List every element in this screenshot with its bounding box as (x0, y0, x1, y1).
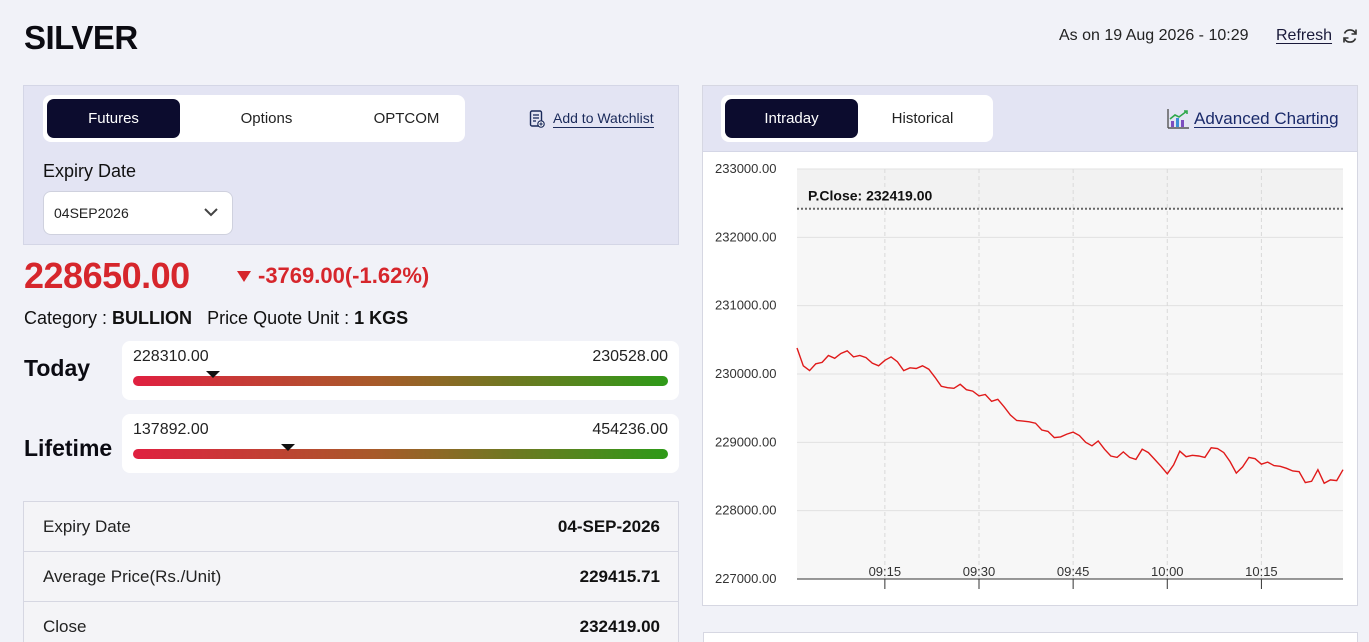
advanced-charting-link[interactable]: Advanced Charting (1166, 108, 1339, 130)
tab-intraday[interactable]: Intraday (725, 99, 858, 138)
y-tick-label: 227000.00 (715, 571, 776, 586)
down-arrow-icon (237, 270, 251, 282)
watchlist-icon (529, 110, 545, 128)
table-row: Close 232419.00 (24, 602, 678, 642)
page-title: SILVER (24, 19, 138, 56)
below-close-area (797, 208, 1343, 579)
y-tick-label: 229000.00 (715, 434, 776, 449)
detail-key: Average Price(Rs./Unit) (43, 567, 222, 586)
x-tick-label: 09:30 (963, 564, 996, 579)
tab-historical[interactable]: Historical (891, 110, 954, 127)
y-tick-label: 231000.00 (715, 298, 776, 313)
tab-optcom[interactable]: OPTCOM (373, 110, 440, 127)
chevron-down-icon (204, 208, 218, 217)
price-change-value: -3769.00(-1.62%) (258, 263, 430, 288)
lifetime-range: 137892.00 454236.00 (122, 414, 679, 473)
expiry-date-label: Expiry Date (43, 161, 137, 181)
watchlist-label: Add to Watchlist (553, 110, 654, 128)
expiry-date-value: 04SEP2026 (54, 205, 129, 221)
lifetime-range-bar (133, 449, 668, 459)
lifetime-range-marker (281, 444, 296, 451)
chart-tabs: Intraday Historical (721, 95, 993, 142)
add-to-watchlist-button[interactable]: Add to Watchlist (529, 110, 654, 128)
today-low: 228310.00 (133, 348, 209, 365)
detail-key: Close (43, 617, 87, 636)
chart-icon (1167, 109, 1189, 129)
detail-value: 229415.71 (579, 567, 660, 586)
chart-panel-header: Intraday Historical Advanced Charting (703, 86, 1357, 152)
category-label: Category : (24, 308, 113, 328)
expiry-date-select[interactable]: 04SEP2026 (43, 191, 233, 235)
y-tick-label: 230000.00 (715, 366, 776, 381)
y-tick-label: 228000.00 (715, 503, 776, 518)
refresh-button[interactable]: Refresh (1276, 27, 1333, 44)
unit-value: 1 KGS (354, 308, 409, 328)
y-tick-label: 233000.00 (715, 161, 776, 176)
table-row: Average Price(Rs./Unit) 229415.71 (24, 552, 678, 602)
lifetime-high: 454236.00 (592, 421, 668, 438)
x-tick-label: 09:15 (869, 564, 902, 579)
contract-panel: Futures Options OPTCOM Add to Watchlist … (23, 85, 679, 245)
previous-close-label: P.Close: 232419.00 (808, 188, 932, 204)
refresh-icon[interactable] (1341, 27, 1359, 45)
today-high: 230528.00 (592, 348, 668, 365)
x-tick-label: 10:15 (1245, 564, 1278, 579)
advanced-charting-label: Advanced Charting (1194, 109, 1339, 128)
last-price: 228650.00 (24, 255, 190, 296)
category-info: Category : BULLION Price Quote Unit : 1 … (24, 308, 408, 329)
contract-details-table: Expiry Date 04-SEP-2026 Average Price(Rs… (23, 501, 679, 642)
as-on-timestamp: As on 19 Aug 2026 - 10:29 (1059, 27, 1249, 44)
next-panel-edge (703, 632, 1358, 642)
unit-label: Price Quote Unit : (207, 308, 355, 328)
x-tick-label: 10:00 (1151, 564, 1184, 579)
instrument-tabs: Futures Options OPTCOM (43, 95, 465, 142)
table-row: Expiry Date 04-SEP-2026 (24, 502, 678, 552)
y-tick-label: 232000.00 (715, 229, 776, 244)
price-series-line (796, 347, 1344, 485)
today-range: 228310.00 230528.00 (122, 341, 679, 400)
lifetime-range-label: Lifetime (24, 435, 113, 461)
detail-value: 04-SEP-2026 (557, 517, 660, 536)
today-range-label: Today (24, 355, 91, 381)
detail-key: Expiry Date (43, 517, 131, 536)
detail-value: 232419.00 (579, 617, 660, 636)
tab-options[interactable]: Options (240, 110, 293, 127)
tab-futures[interactable]: Futures (47, 99, 180, 138)
chart-panel: Intraday Historical Advanced Charting 23… (702, 85, 1358, 606)
today-range-marker (206, 371, 221, 378)
x-tick-label: 09:45 (1057, 564, 1090, 579)
intraday-chart[interactable]: 233000.00 232000.00 231000.00 230000.00 2290… (703, 152, 1357, 605)
lifetime-low: 137892.00 (133, 421, 209, 438)
price-change: -3769.00(-1.62%) (236, 263, 429, 289)
today-range-bar (133, 376, 668, 386)
category-value: BULLION (112, 308, 193, 328)
